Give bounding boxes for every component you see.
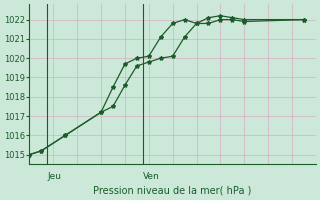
X-axis label: Pression niveau de la mer( hPa ): Pression niveau de la mer( hPa ) bbox=[93, 186, 252, 196]
Text: Jeu: Jeu bbox=[47, 172, 61, 181]
Text: Ven: Ven bbox=[143, 172, 160, 181]
